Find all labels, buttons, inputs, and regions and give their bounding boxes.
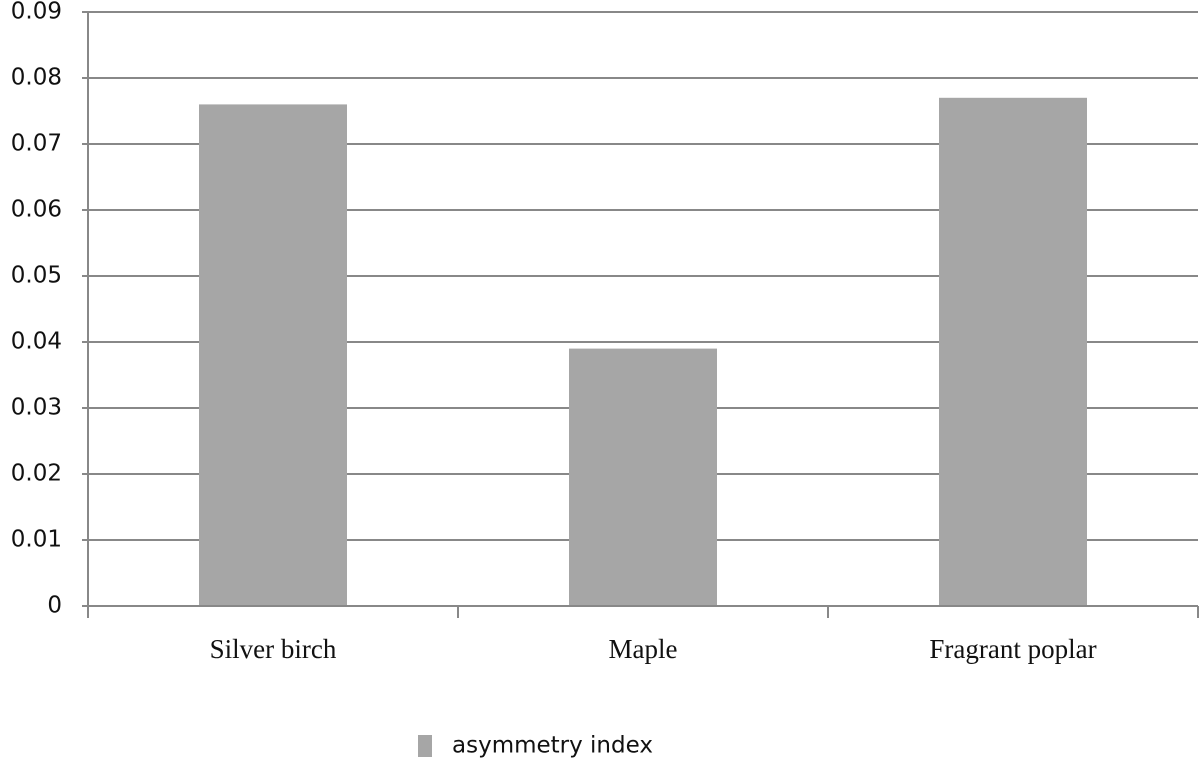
y-tick-label: 0.04 (11, 329, 62, 355)
y-tick-label: 0.08 (11, 65, 62, 91)
y-tick-label: 0.03 (11, 395, 62, 421)
y-tick-label: 0.02 (11, 461, 62, 487)
x-tick-label: Silver birch (210, 634, 337, 664)
x-tick-label: Fragrant poplar (929, 634, 1096, 664)
y-tick-label: 0.06 (11, 197, 62, 223)
y-tick-label: 0 (47, 593, 62, 619)
y-tick-label: 0.07 (11, 131, 62, 157)
y-tick-label: 0.01 (11, 527, 62, 553)
x-tick-label: Maple (609, 634, 678, 664)
legend-swatch (418, 735, 432, 757)
y-tick-label: 0.05 (11, 263, 62, 289)
bar (939, 97, 1087, 607)
legend-label: asymmetry index (452, 733, 653, 759)
bar (569, 348, 717, 606)
bar (199, 104, 347, 607)
y-tick-label: 0.09 (11, 0, 62, 25)
